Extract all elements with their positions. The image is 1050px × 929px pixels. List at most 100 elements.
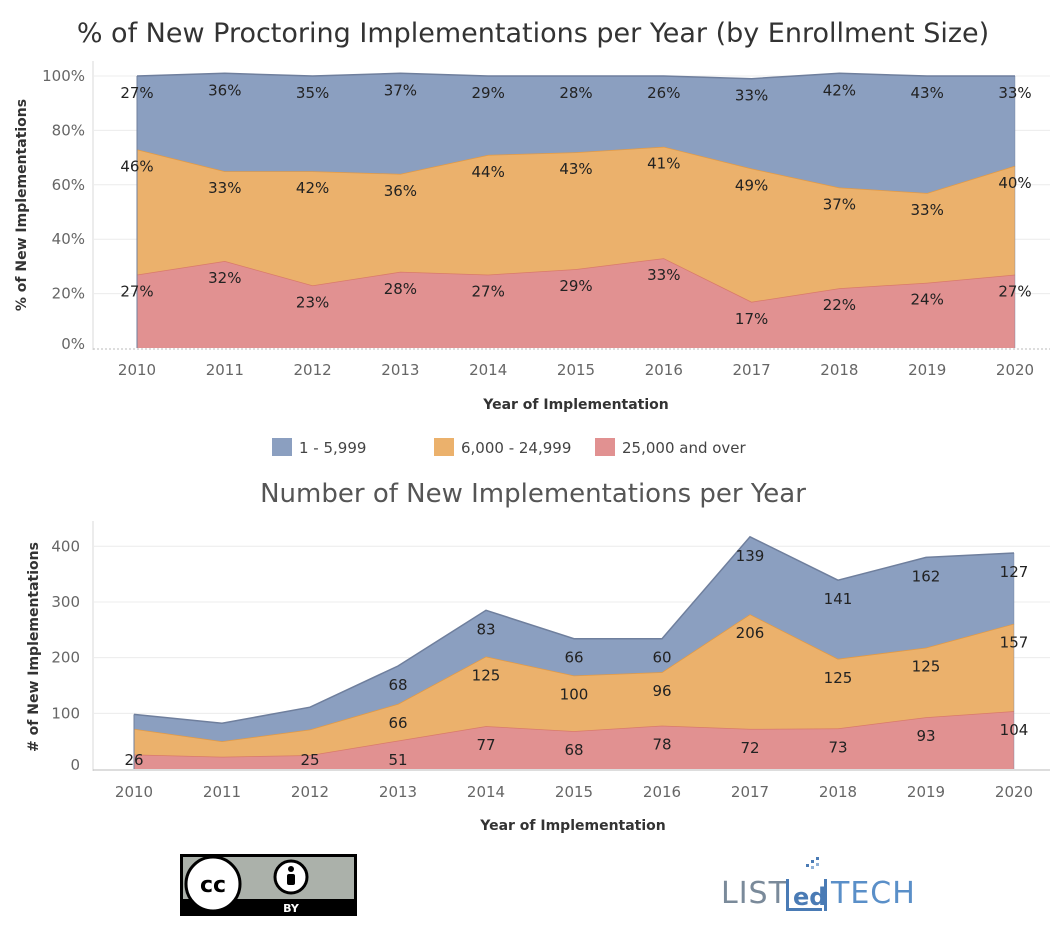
x-tick-label: 2018: [820, 361, 858, 379]
y-tick-label: 100%: [42, 67, 85, 85]
data-label: 93: [916, 727, 935, 745]
data-label: 42%: [296, 179, 329, 197]
data-label: 37%: [384, 81, 417, 99]
data-label: 28%: [384, 280, 417, 298]
area-large: [137, 258, 1015, 348]
data-label: 41%: [647, 155, 680, 173]
attribution-icon-head: [288, 866, 294, 872]
x-tick-label: 2013: [379, 783, 417, 801]
chart-count-title: Number of New Implementations per Year: [260, 479, 806, 509]
data-label: 23%: [296, 293, 329, 311]
attribution-icon-body: [287, 874, 295, 885]
data-label: 33%: [911, 201, 944, 219]
chart-percent-title: % of New Proctoring Implementations per …: [77, 18, 989, 49]
data-label: 27%: [120, 84, 153, 102]
listedtech-logo: LIST ed TECH: [721, 857, 916, 911]
chart-count: Number of New Implementations per Year 2…: [26, 479, 1050, 834]
data-label: 27%: [472, 283, 505, 301]
data-label: 26: [124, 751, 143, 769]
y-tick-label: 100: [51, 704, 80, 722]
data-label: 77: [476, 736, 495, 754]
data-label: 66: [564, 649, 583, 667]
area-medium: [137, 146, 1015, 302]
x-tick-label: 2017: [733, 361, 771, 379]
data-label: 33%: [208, 179, 241, 197]
x-tick-label: 2020: [995, 783, 1033, 801]
data-label: 68: [388, 676, 407, 694]
chart-percent-data-labels: 27% 32% 23% 28% 27% 29% 33% 17% 22% 24% 27% 46% 33% 4…: [120, 81, 1031, 327]
x-tick-label: 2014: [467, 783, 505, 801]
area-small: [137, 73, 1015, 193]
data-label: 66: [388, 714, 407, 732]
x-tick-label: 2012: [291, 783, 329, 801]
x-tick-label: 2014: [469, 361, 507, 379]
data-label: 60: [652, 649, 671, 667]
data-label: 72: [740, 739, 759, 757]
chart-percent-x-ticks: 2010 2011 2012 2013 2014 2015 2016 2017 2018 2019…: [118, 361, 1034, 379]
data-label: 42%: [823, 81, 856, 99]
chart-count-y-ticks: 0 100 200 300 400: [51, 537, 80, 774]
chart-count-x-axis-title: Year of Implementation: [479, 818, 666, 834]
data-label: 206: [736, 624, 765, 642]
data-label: 125: [824, 669, 853, 687]
y-tick-label: 0: [70, 756, 80, 774]
data-label: 100: [560, 685, 589, 703]
logo-bracket-left: [786, 879, 789, 911]
logo-pixel: [816, 857, 819, 860]
data-label: 33%: [647, 266, 680, 284]
x-tick-label: 2015: [557, 361, 595, 379]
data-label: 17%: [735, 310, 768, 328]
y-tick-label: 80%: [52, 121, 85, 139]
chart-percent-x-axis-title: Year of Implementation: [482, 397, 669, 413]
legend-label: 25,000 and over: [622, 439, 747, 457]
data-label: 37%: [823, 196, 856, 214]
x-tick-label: 2019: [908, 361, 946, 379]
legend-swatch: [434, 438, 454, 456]
logo-bracket-right: [824, 879, 827, 911]
data-label: 125: [912, 658, 941, 676]
x-tick-label: 2016: [643, 783, 681, 801]
area-large: [134, 711, 1014, 769]
cc-by-license-badge[interactable]: cc BY: [180, 854, 357, 916]
data-label: 78: [652, 736, 671, 754]
x-tick-label: 2013: [381, 361, 419, 379]
x-tick-label: 2012: [294, 361, 332, 379]
data-label: 24%: [911, 291, 944, 309]
logo-pixel: [811, 860, 814, 863]
y-tick-label: 0%: [61, 335, 85, 353]
area-edge-small: [133, 535, 1015, 725]
data-label: 29%: [472, 84, 505, 102]
data-label: 68: [564, 741, 583, 759]
legend-swatch: [595, 438, 615, 456]
data-label: 51: [388, 751, 407, 769]
legend-item-small[interactable]: 1 - 5,999: [272, 438, 366, 457]
y-tick-label: 200: [51, 649, 80, 667]
logo-pixel: [816, 863, 819, 866]
x-tick-label: 2011: [206, 361, 244, 379]
data-label: 27%: [120, 283, 153, 301]
data-label: 25: [300, 751, 319, 769]
logo-bracket-bottom: [786, 908, 822, 911]
x-tick-label: 2016: [645, 361, 683, 379]
data-label: 157: [1000, 634, 1029, 652]
chart-percent-y-axis-title: % of New Implementations: [14, 99, 30, 311]
logo-ed-text: ed: [793, 883, 826, 911]
chart-count-areas: [133, 535, 1015, 769]
x-tick-label: 2010: [115, 783, 153, 801]
chart-count-data-labels: 26 25 51 77 68 78 72 73 93 104 66 125 100 96 206 125 125…: [124, 547, 1028, 769]
logo-tech-text: TECH: [830, 876, 916, 911]
data-label: 125: [472, 667, 501, 685]
legend-item-large[interactable]: 25,000 and over: [595, 438, 747, 457]
x-tick-label: 2019: [907, 783, 945, 801]
chart-count-y-axis-title: # of New Implementations: [26, 542, 42, 752]
x-tick-label: 2011: [203, 783, 241, 801]
cc-icon: [184, 855, 242, 913]
legend-item-medium[interactable]: 6,000 - 24,999: [434, 438, 571, 457]
data-label: 141: [824, 590, 853, 608]
chart-percent-y-ticks: 0% 20% 40% 60% 80% 100%: [42, 67, 85, 353]
data-label: 27%: [998, 283, 1031, 301]
legend-label: 6,000 - 24,999: [461, 439, 571, 457]
data-label: 162: [912, 567, 941, 585]
data-label: 28%: [559, 84, 592, 102]
data-label: 96: [652, 682, 671, 700]
